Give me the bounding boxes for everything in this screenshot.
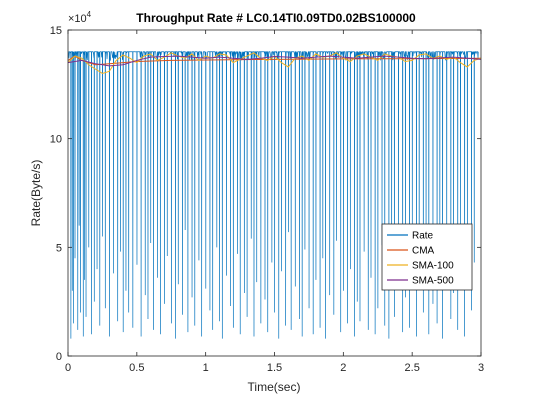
legend-entry: SMA-100: [412, 261, 454, 272]
y-axis-label: Rate(Byte/s): [29, 160, 43, 227]
x-tick-label: 0.5: [129, 362, 144, 374]
y-tick-label: 10: [50, 134, 62, 146]
y-exponent-base: ×10: [68, 13, 87, 25]
y-tick-label: 0: [56, 351, 62, 363]
x-tick-label: 2.5: [405, 362, 420, 374]
legend-entry: Rate: [412, 231, 434, 242]
plot-area: [67, 50, 482, 339]
chart-title: Throughput Rate # LC0.14TI0.09TD0.02BS10…: [136, 11, 416, 25]
x-tick-label: 1: [203, 362, 209, 374]
x-tick-label: 1.5: [267, 362, 282, 374]
legend-entry: SMA-500: [412, 276, 454, 287]
y-axis: 0 5 10 15: [50, 25, 481, 363]
legend-entry: CMA: [412, 246, 435, 257]
x-tick-label: 0: [65, 362, 71, 374]
x-tick-label: 3: [478, 362, 484, 374]
series-line-sma-500: [67, 55, 482, 67]
y-exponent-power: 4: [87, 10, 92, 19]
series-line-cma: [67, 55, 482, 66]
x-tick-label: 2: [340, 362, 346, 374]
y-tick-label: 5: [56, 242, 62, 254]
x-axis: 0 0.5 1 1.5 2 2.5 3: [65, 30, 484, 374]
x-axis-label: Time(sec): [248, 380, 301, 394]
y-tick-label: 15: [50, 25, 62, 37]
y-exponent-label: ×104: [68, 10, 92, 25]
legend: Rate CMA SMA-100 SMA-500: [381, 223, 473, 291]
